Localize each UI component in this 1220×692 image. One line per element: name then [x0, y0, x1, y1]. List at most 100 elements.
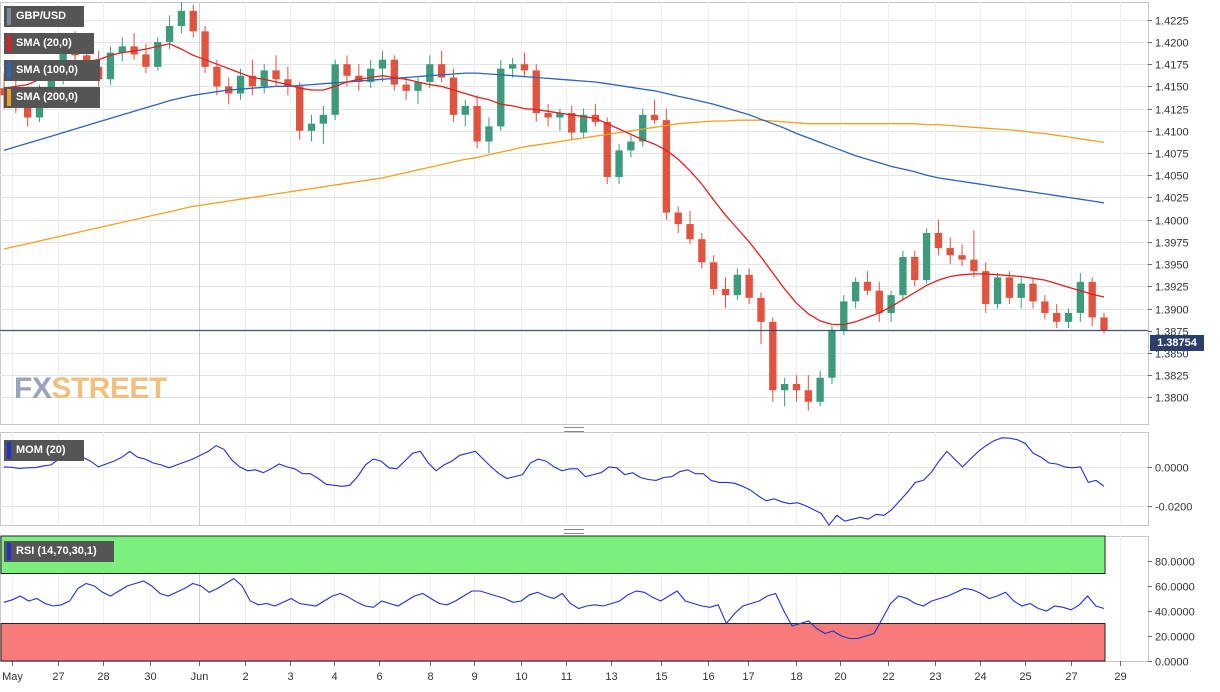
x-tick-label: May	[2, 671, 23, 683]
candle-body	[201, 31, 209, 67]
candle-body	[1100, 317, 1108, 331]
legend-label-sma20: SMA (20,0)	[16, 37, 72, 49]
legend-sma20[interactable]: SMA (20,0)	[4, 33, 94, 54]
candle-body	[828, 330, 836, 378]
candle-body	[307, 123, 316, 131]
main-y-tick-label: 1.4075	[1155, 149, 1189, 161]
rsi-oversold-zone	[0, 623, 1106, 662]
candle-body	[851, 281, 860, 302]
main-y-tick-label: 1.4125	[1155, 105, 1189, 117]
legend-label-sma200: SMA (200,0)	[16, 91, 78, 103]
panel-splitter-1[interactable]	[564, 427, 584, 432]
x-tick-label: 30	[144, 671, 156, 683]
main-y-tick-label: 1.3925	[1155, 282, 1189, 294]
x-tick-label: 22	[882, 671, 894, 683]
candle-body	[1088, 281, 1096, 318]
candle-body	[414, 81, 422, 91]
x-tick-label: 24	[974, 671, 986, 683]
legend-label-gbpusd: GBP/USD	[16, 10, 67, 22]
legend-label-sma100: SMA (100,0)	[16, 64, 78, 76]
legend-swatch-sma100	[7, 62, 11, 79]
candle-body	[674, 212, 682, 225]
x-tick-label: 16	[702, 671, 714, 683]
x-tick-label: 4	[331, 671, 337, 683]
legend-mom[interactable]: MOM (20)	[4, 440, 84, 461]
candle-body	[615, 150, 623, 178]
candle-body	[165, 25, 174, 42]
candle-body	[769, 321, 777, 391]
candle-body	[47, 77, 55, 91]
rsi-y-tick-label: 20.0000	[1155, 632, 1195, 644]
main-y-tick-label: 1.4025	[1155, 193, 1189, 205]
fxstreet-logo: FXSTREET	[14, 372, 167, 405]
x-tick-label: 23	[929, 671, 941, 683]
candle-body	[958, 255, 966, 260]
candle-body	[993, 277, 1002, 305]
candle-body	[508, 64, 517, 69]
main-y-tick-label: 1.4200	[1155, 38, 1189, 50]
candle-body	[544, 113, 552, 118]
rsi-y-tick-label: 40.0000	[1155, 607, 1195, 619]
candle-body	[1053, 312, 1061, 322]
legend-swatch-sma200	[7, 89, 11, 106]
x-tick-label: 15	[655, 671, 667, 683]
candle-body	[757, 297, 765, 322]
legend-sma200[interactable]: SMA (200,0)	[4, 87, 100, 108]
candle-body	[922, 232, 931, 281]
main-y-tick-label: 1.3850	[1155, 349, 1189, 361]
candle-body	[378, 59, 387, 69]
candle-body	[899, 256, 907, 296]
mom-line	[3, 437, 1105, 526]
candle-body	[579, 114, 588, 133]
candle-body	[875, 290, 883, 313]
candle-body	[946, 248, 954, 256]
candle-body	[603, 121, 611, 178]
rsi-line	[3, 577, 1105, 640]
x-tick-label: 6	[376, 671, 382, 683]
x-tick-label: 27	[1065, 671, 1077, 683]
main-y-tick-label: 1.3950	[1155, 260, 1189, 272]
candle-body	[1064, 312, 1073, 322]
legend-gbpusd[interactable]: GBP/USD	[4, 6, 84, 27]
candle-body	[485, 126, 493, 142]
candle-body	[367, 68, 375, 82]
x-tick-label: 20	[834, 671, 846, 683]
candle-body	[1005, 277, 1014, 298]
legend-swatch-mom	[7, 442, 11, 459]
main-y-tick-label: 1.4000	[1155, 216, 1189, 228]
candle-body	[982, 271, 990, 305]
candle-body	[662, 120, 671, 213]
main-y-tick-label: 1.4175	[1155, 60, 1189, 72]
candle-body	[236, 75, 245, 94]
legend-swatch-rsi	[7, 543, 11, 560]
candle-body	[343, 64, 351, 76]
legend-sma100[interactable]: SMA (100,0)	[4, 60, 100, 81]
x-tick-label: 13	[605, 671, 617, 683]
legend-rsi[interactable]: RSI (14,70,30,1)	[4, 541, 114, 562]
candle-body	[319, 114, 328, 124]
legend-swatch-sma20	[7, 35, 11, 52]
candle-body	[627, 141, 635, 151]
main-y-tick-label: 1.4150	[1155, 82, 1189, 94]
rsi-y-tick-label: 60.0000	[1155, 582, 1195, 594]
candle-body	[473, 105, 481, 142]
candle-body	[154, 41, 162, 67]
candle-body	[106, 52, 115, 80]
last-price-tag: 1.38754	[1150, 335, 1204, 351]
candle-body	[1029, 283, 1037, 302]
candle-body	[934, 232, 943, 249]
candle-body	[1017, 283, 1025, 298]
candle-body	[177, 10, 186, 26]
x-tick-label: Jun	[191, 671, 209, 683]
candle-body	[780, 384, 789, 391]
candle-body	[390, 59, 398, 85]
main-y-tick-label: 1.3900	[1155, 305, 1189, 317]
x-tick-label: 11	[561, 671, 572, 683]
mom-y-tick-label: -0.0200	[1155, 502, 1192, 514]
candle-body	[437, 64, 446, 78]
panel-splitter-2[interactable]	[564, 529, 584, 534]
candle-body	[840, 301, 848, 331]
x-tick-label: 27	[52, 671, 64, 683]
